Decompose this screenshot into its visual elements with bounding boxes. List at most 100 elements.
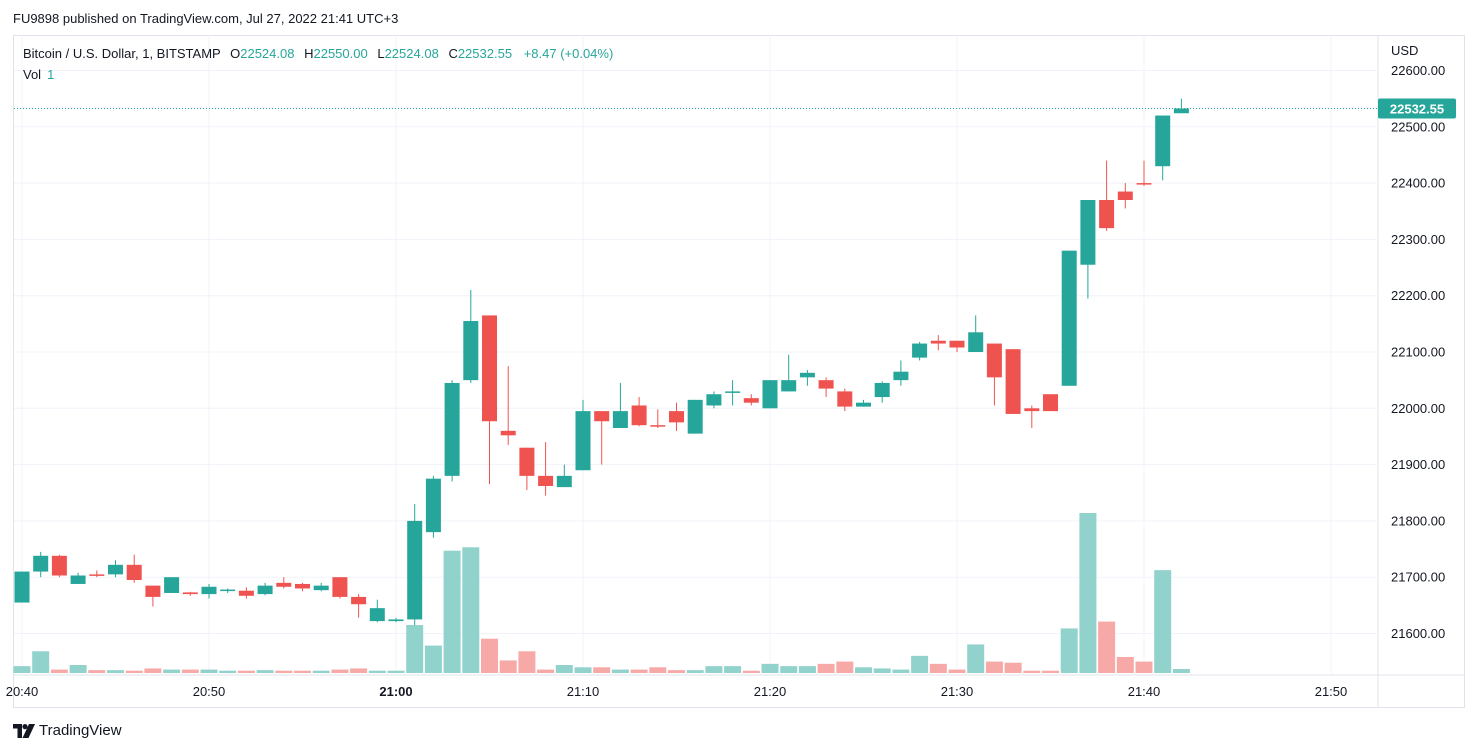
candle-body[interactable]	[893, 371, 909, 381]
volume-bar	[424, 645, 442, 673]
volume-bar	[312, 670, 330, 673]
candle-body[interactable]	[14, 571, 30, 603]
candle-body[interactable]	[1043, 394, 1058, 412]
candle-body[interactable]	[949, 340, 965, 348]
candle-body[interactable]	[837, 391, 853, 407]
candle-body[interactable]	[407, 520, 423, 620]
candle-body[interactable]	[519, 447, 535, 476]
footer-brand[interactable]: TradingView	[13, 722, 122, 739]
volume-bar	[705, 666, 723, 673]
candle-body[interactable]	[986, 343, 1002, 378]
candle-body[interactable]	[108, 564, 123, 575]
candle-body[interactable]	[1061, 250, 1077, 386]
volume-bar	[237, 670, 255, 673]
candle-body[interactable]	[1005, 349, 1021, 414]
candle-body[interactable]	[295, 583, 310, 589]
close-label: C	[448, 46, 458, 61]
candle-body[interactable]	[425, 478, 441, 533]
candle-body[interactable]	[444, 382, 460, 476]
candle-body[interactable]	[238, 590, 254, 596]
candle-body[interactable]	[687, 399, 703, 434]
low-value: 22524.08	[384, 46, 439, 61]
ohlc-legend: Bitcoin / U.S. Dollar, 1, BITSTAMP O2252…	[23, 46, 613, 62]
candle-body[interactable]	[33, 555, 49, 572]
candle-body[interactable]	[313, 585, 329, 591]
candle-body[interactable]	[594, 411, 610, 422]
candle-body[interactable]	[182, 592, 198, 595]
y-tick-label: 22200.00	[1391, 288, 1445, 303]
volume-bar	[32, 651, 50, 673]
x-tick-label: 20:50	[193, 684, 226, 699]
y-tick-label: 21600.00	[1391, 626, 1445, 641]
candle-body[interactable]	[1080, 199, 1096, 265]
x-tick-label: 21:50	[1315, 684, 1348, 699]
volume-bar	[630, 669, 648, 673]
candle-body[interactable]	[856, 402, 871, 407]
volume-bar	[462, 547, 480, 673]
volume-bar	[873, 668, 891, 673]
candle-body[interactable]	[762, 380, 778, 409]
volume-bar	[1023, 670, 1041, 673]
volume-bar	[107, 670, 124, 673]
volume-legend: Vol 1	[23, 67, 54, 82]
candle-body[interactable]	[126, 564, 142, 581]
candle-body[interactable]	[351, 596, 367, 605]
time-axis[interactable]: 20:40 20:50 21:00 21:10 21:20 21:30 21:40 21:50	[6, 684, 1348, 699]
candle-body[interactable]	[1099, 199, 1115, 229]
y-tick-label: 21700.00	[1391, 570, 1445, 585]
candle-body[interactable]	[669, 411, 684, 423]
candle-body[interactable]	[220, 589, 236, 592]
volume-bar	[1172, 669, 1190, 673]
candle-body[interactable]	[201, 586, 217, 595]
candle-body[interactable]	[743, 398, 759, 403]
candle-body[interactable]	[781, 380, 797, 392]
candle-body[interactable]	[650, 425, 666, 427]
candle-body[interactable]	[276, 582, 292, 587]
candle-body[interactable]	[631, 405, 647, 426]
y-tick-label: 22100.00	[1391, 345, 1445, 360]
candle-body[interactable]	[706, 394, 722, 406]
volume-bar	[88, 670, 106, 673]
candle-body[interactable]	[332, 577, 348, 597]
candle-body[interactable]	[912, 343, 928, 358]
candle-body[interactable]	[612, 411, 628, 429]
candle-body[interactable]	[725, 391, 741, 393]
candle-body[interactable]	[500, 430, 516, 436]
candle-body[interactable]	[1155, 115, 1171, 167]
candle-body[interactable]	[145, 585, 161, 597]
volume-bar	[593, 667, 611, 673]
high-value: 22550.00	[313, 46, 368, 61]
candle-body[interactable]	[388, 619, 404, 622]
volume-bar	[817, 663, 835, 673]
candle-body[interactable]	[874, 382, 890, 398]
candle-body[interactable]	[70, 575, 86, 584]
volume-bar	[387, 670, 405, 673]
candle-body[interactable]	[1117, 191, 1133, 200]
candle-body[interactable]	[89, 574, 105, 576]
candle-body[interactable]	[164, 577, 180, 593]
candle-body[interactable]	[1136, 183, 1152, 185]
candle-body[interactable]	[930, 340, 946, 344]
volume-bar	[742, 670, 760, 673]
volume-label[interactable]: Vol	[23, 67, 42, 82]
candle-body[interactable]	[463, 321, 479, 381]
candle-body[interactable]	[818, 380, 834, 389]
candle-body[interactable]	[968, 332, 984, 352]
price-axis[interactable]: 21600.00 21700.00 21800.00 21900.00 22000.00…	[1391, 63, 1445, 641]
candle-body[interactable]	[257, 585, 273, 595]
candle-body[interactable]	[538, 475, 554, 486]
volume-bar	[948, 669, 966, 673]
candle-body[interactable]	[482, 315, 497, 422]
symbol-title[interactable]: Bitcoin / U.S. Dollar, 1, BITSTAMP	[23, 46, 221, 61]
volume-bar	[985, 661, 1003, 673]
volume-bar	[967, 644, 985, 673]
volume-bar	[574, 667, 592, 673]
candle-body[interactable]	[575, 411, 591, 471]
candle-body[interactable]	[51, 555, 67, 576]
candle-body[interactable]	[556, 475, 572, 488]
candle-body[interactable]	[1173, 108, 1189, 114]
candle-body[interactable]	[369, 608, 385, 622]
candle-body[interactable]	[799, 372, 815, 378]
candle-body[interactable]	[1024, 408, 1040, 412]
